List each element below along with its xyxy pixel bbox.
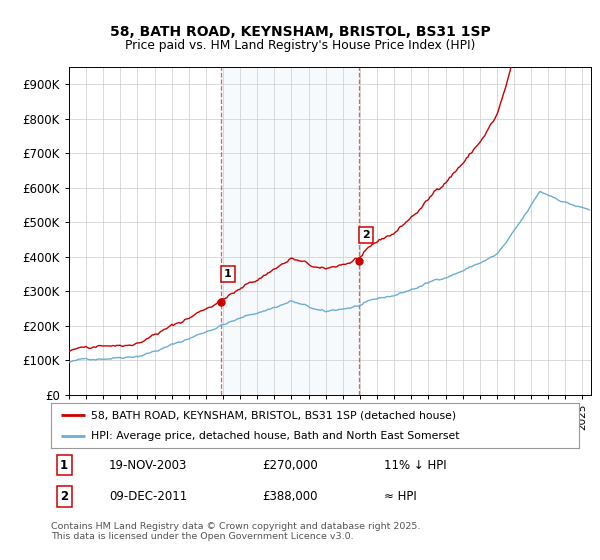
Text: 2: 2 xyxy=(60,490,68,503)
Text: 2: 2 xyxy=(362,230,370,240)
Text: ≈ HPI: ≈ HPI xyxy=(383,490,416,503)
Text: £388,000: £388,000 xyxy=(262,490,318,503)
Text: 1: 1 xyxy=(60,459,68,472)
Text: HPI: Average price, detached house, Bath and North East Somerset: HPI: Average price, detached house, Bath… xyxy=(91,431,459,441)
Text: £270,000: £270,000 xyxy=(262,459,318,472)
Text: Contains HM Land Registry data © Crown copyright and database right 2025.
This d: Contains HM Land Registry data © Crown c… xyxy=(51,522,421,542)
Text: 1: 1 xyxy=(224,269,232,279)
Text: 58, BATH ROAD, KEYNSHAM, BRISTOL, BS31 1SP (detached house): 58, BATH ROAD, KEYNSHAM, BRISTOL, BS31 1… xyxy=(91,410,456,421)
Bar xyxy=(221,67,359,395)
Text: 09-DEC-2011: 09-DEC-2011 xyxy=(109,490,187,503)
Text: 58, BATH ROAD, KEYNSHAM, BRISTOL, BS31 1SP: 58, BATH ROAD, KEYNSHAM, BRISTOL, BS31 1… xyxy=(110,26,490,39)
Text: 11% ↓ HPI: 11% ↓ HPI xyxy=(383,459,446,472)
Text: 19-NOV-2003: 19-NOV-2003 xyxy=(109,459,187,472)
Text: Price paid vs. HM Land Registry's House Price Index (HPI): Price paid vs. HM Land Registry's House … xyxy=(125,39,475,53)
